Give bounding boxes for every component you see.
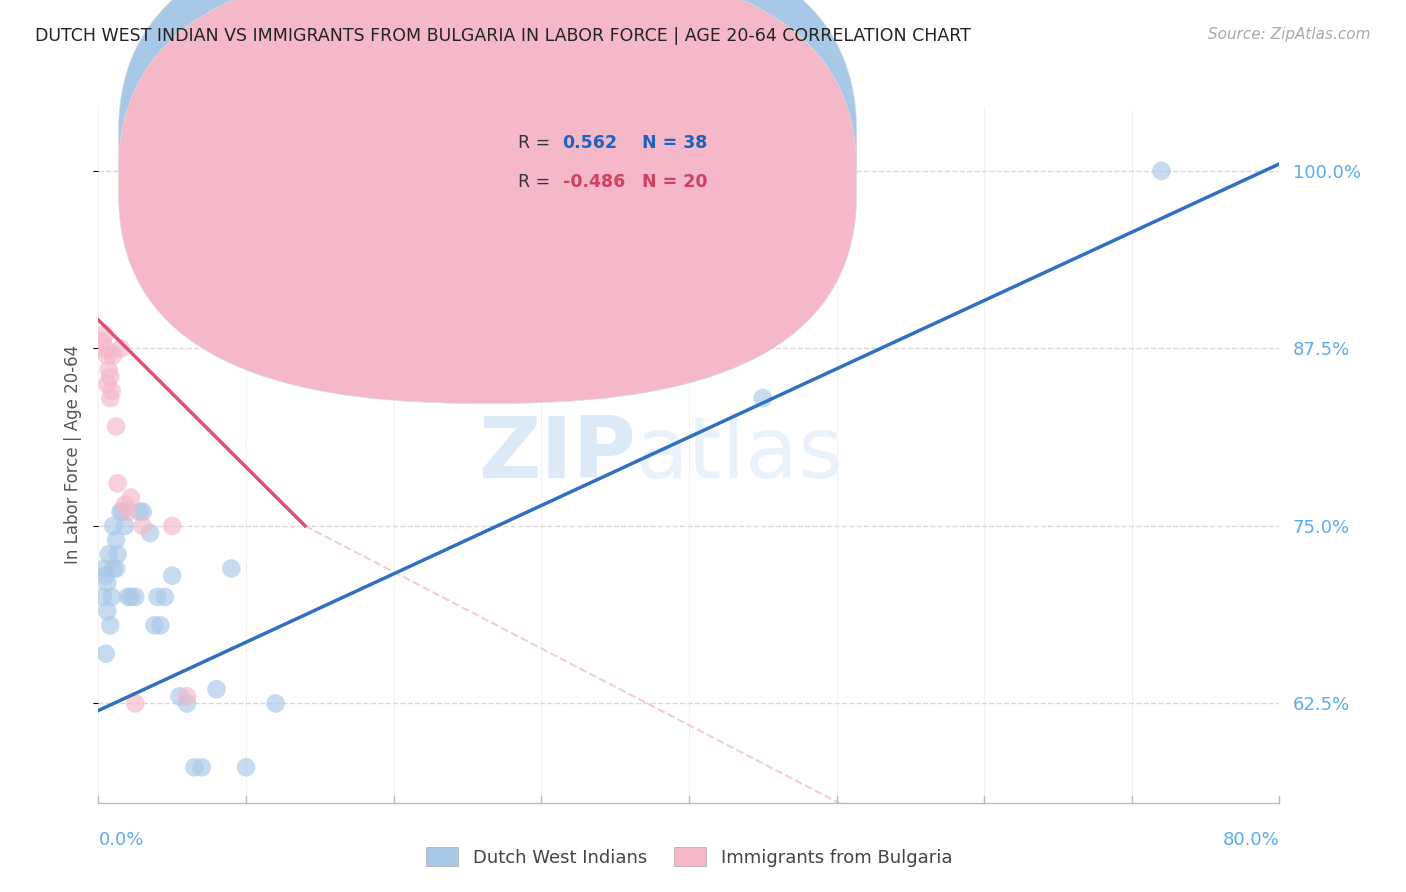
Point — [205, 682, 228, 697]
Point — [103, 561, 125, 575]
Point — [219, 561, 242, 575]
Point — [132, 505, 155, 519]
Point — [105, 533, 128, 548]
Point — [100, 384, 122, 398]
Point — [107, 547, 129, 561]
Point — [169, 690, 191, 704]
Point — [120, 491, 142, 505]
Point — [146, 590, 169, 604]
Point — [162, 568, 183, 582]
Text: N = 38: N = 38 — [630, 134, 707, 153]
Point — [139, 526, 162, 541]
Text: N = 20: N = 20 — [630, 173, 707, 191]
Text: DUTCH WEST INDIAN VS IMMIGRANTS FROM BULGARIA IN LABOR FORCE | AGE 20-64 CORRELA: DUTCH WEST INDIAN VS IMMIGRANTS FROM BUL… — [35, 27, 972, 45]
Point — [128, 505, 150, 519]
Point — [264, 697, 287, 711]
Point — [183, 760, 205, 774]
Point — [751, 391, 773, 405]
Point — [1150, 164, 1173, 178]
Point — [103, 349, 125, 363]
Point — [93, 561, 115, 575]
Point — [117, 505, 139, 519]
Point — [91, 334, 114, 349]
Text: Source: ZipAtlas.com: Source: ZipAtlas.com — [1208, 27, 1371, 42]
Point — [176, 697, 198, 711]
Point — [120, 590, 142, 604]
Point — [97, 547, 120, 561]
Text: ZIP: ZIP — [478, 413, 636, 497]
Point — [98, 618, 121, 632]
Point — [98, 369, 121, 384]
Point — [110, 505, 132, 519]
Point — [235, 760, 257, 774]
Point — [124, 697, 146, 711]
Point — [105, 561, 128, 575]
Point — [98, 391, 121, 405]
Point — [114, 519, 136, 533]
Point — [107, 476, 129, 491]
Y-axis label: In Labor Force | Age 20-64: In Labor Force | Age 20-64 — [65, 345, 83, 565]
Point — [96, 575, 118, 590]
Point — [96, 604, 118, 618]
Text: 0.0%: 0.0% — [98, 830, 143, 848]
FancyBboxPatch shape — [118, 0, 856, 365]
FancyBboxPatch shape — [447, 107, 801, 215]
Text: R =: R = — [517, 134, 555, 153]
Point — [96, 349, 118, 363]
Point — [94, 568, 117, 582]
Point — [132, 519, 155, 533]
Point — [114, 498, 136, 512]
Point — [91, 590, 114, 604]
Point — [96, 376, 118, 391]
Point — [94, 342, 117, 356]
Text: atlas: atlas — [636, 413, 844, 497]
Text: R =: R = — [517, 173, 555, 191]
Point — [153, 590, 176, 604]
Point — [162, 519, 183, 533]
Point — [191, 760, 214, 774]
Point — [111, 505, 134, 519]
Point — [124, 590, 146, 604]
Point — [143, 618, 166, 632]
FancyBboxPatch shape — [118, 0, 856, 403]
Point — [100, 590, 122, 604]
Point — [149, 618, 172, 632]
Text: 80.0%: 80.0% — [1223, 830, 1279, 848]
Point — [97, 362, 120, 376]
Point — [103, 519, 125, 533]
Point — [176, 690, 198, 704]
Point — [93, 327, 115, 342]
Point — [94, 647, 117, 661]
Point — [105, 419, 128, 434]
Point — [117, 590, 139, 604]
Point — [110, 342, 132, 356]
Text: 0.562: 0.562 — [562, 134, 617, 153]
Legend: Dutch West Indians, Immigrants from Bulgaria: Dutch West Indians, Immigrants from Bulg… — [419, 840, 959, 874]
Text: -0.486: -0.486 — [562, 173, 624, 191]
